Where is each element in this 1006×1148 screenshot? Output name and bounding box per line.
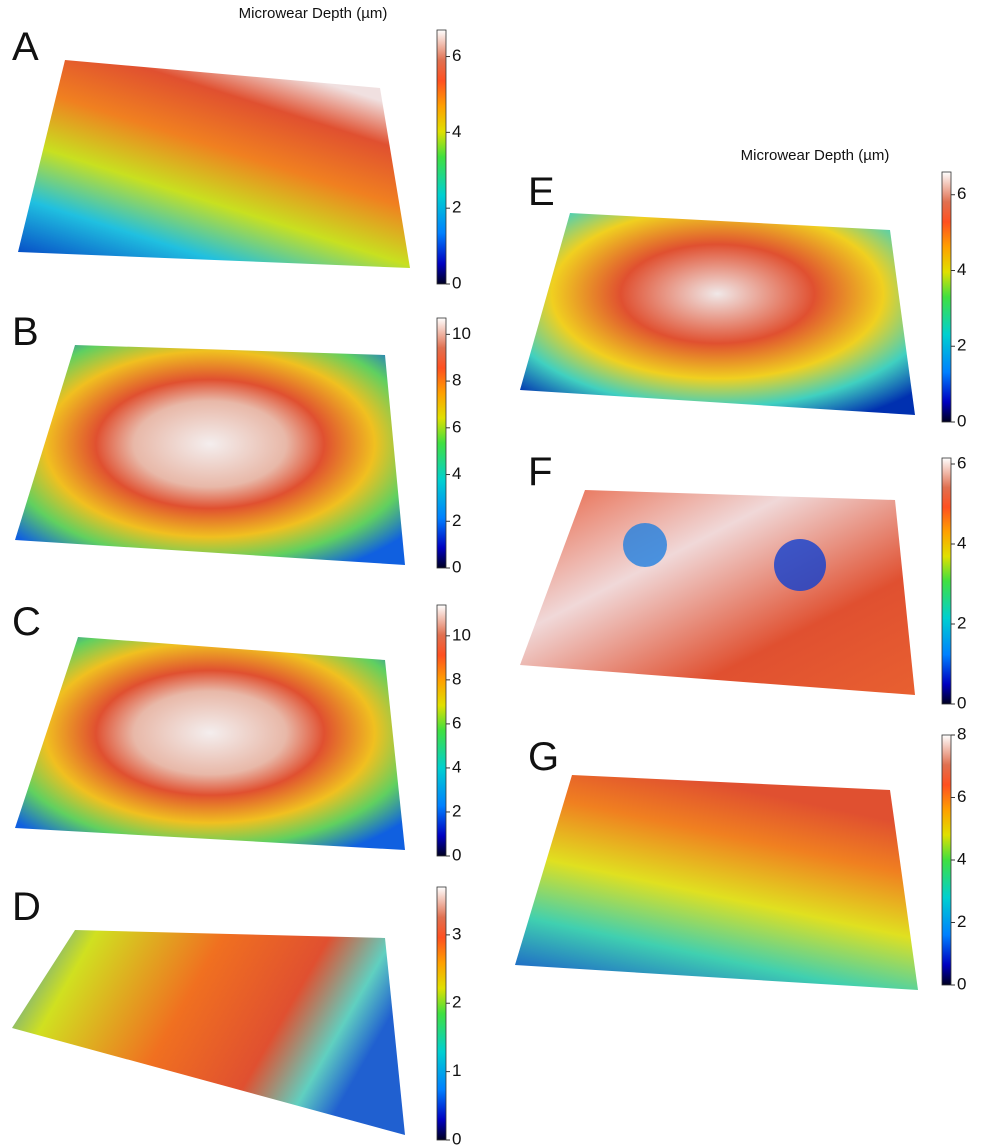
surface-e bbox=[520, 213, 915, 415]
colorbar-tick-label: 3 bbox=[452, 924, 461, 943]
surface-f-pit bbox=[623, 523, 667, 567]
panel-label: C bbox=[12, 600, 41, 644]
colorbar-tick-label: 2 bbox=[452, 511, 461, 530]
colorbar-tick-label: 8 bbox=[452, 669, 461, 688]
colorbar-tick-label: 0 bbox=[957, 693, 966, 712]
surface-f bbox=[520, 490, 915, 695]
panel-label: B bbox=[12, 310, 39, 354]
colorbar-tick-label: 2 bbox=[452, 993, 461, 1012]
colorbar-tick-label: 2 bbox=[957, 613, 966, 632]
surface-f-pit bbox=[774, 539, 826, 591]
colorbar-tick-label: 2 bbox=[957, 912, 966, 931]
colorbar-tick-label: 4 bbox=[957, 260, 966, 279]
colorbar bbox=[942, 172, 951, 422]
surface-a bbox=[18, 60, 410, 268]
colorbar-tick-label: 4 bbox=[452, 464, 461, 483]
colorbar-tick-label: 6 bbox=[452, 417, 461, 436]
colorbar-tick-label: 0 bbox=[957, 974, 966, 993]
colorbar-tick-label: 8 bbox=[957, 724, 966, 743]
colorbar-tick-label: 4 bbox=[452, 122, 461, 141]
colorbar-tick-label: 6 bbox=[957, 787, 966, 806]
colorbar-tick-label: 8 bbox=[452, 371, 461, 390]
colorbar-tick-label: 0 bbox=[452, 1129, 461, 1148]
figure: Microwear Depth (µm) Microwear Depth (µm… bbox=[0, 0, 1006, 1148]
colorbar-tick-label: 4 bbox=[957, 849, 966, 868]
surface-g bbox=[515, 775, 918, 990]
colorbar-tick-label: 6 bbox=[452, 46, 461, 65]
panel-label: A bbox=[12, 25, 39, 69]
panel-label: F bbox=[528, 450, 552, 494]
colorbar-title: Microwear Depth (µm) bbox=[239, 5, 388, 22]
colorbar-tick-label: 1 bbox=[452, 1061, 461, 1080]
surface-d bbox=[12, 930, 405, 1135]
colorbar-tick-label: 10 bbox=[452, 625, 471, 644]
colorbar-tick-label: 6 bbox=[452, 713, 461, 732]
colorbar-tick-label: 10 bbox=[452, 324, 471, 343]
colorbar-tick-label: 0 bbox=[957, 411, 966, 430]
colorbar bbox=[437, 887, 446, 1140]
panel-label: E bbox=[528, 170, 555, 214]
colorbar-tick-label: 2 bbox=[957, 336, 966, 355]
panel-label: D bbox=[12, 885, 41, 929]
colorbar-tick-label: 0 bbox=[452, 845, 461, 864]
colorbar-tick-label: 0 bbox=[452, 273, 461, 292]
colorbar bbox=[437, 318, 446, 568]
colorbar bbox=[437, 605, 446, 856]
colorbar-tick-label: 2 bbox=[452, 801, 461, 820]
colorbar-tick-label: 4 bbox=[452, 757, 461, 776]
colorbar-tick-label: 6 bbox=[957, 453, 966, 472]
colorbar-tick-label: 2 bbox=[452, 198, 461, 217]
surface-c bbox=[15, 637, 405, 850]
colorbar bbox=[942, 735, 951, 985]
panel-label: G bbox=[528, 735, 559, 779]
colorbar-tick-label: 4 bbox=[957, 533, 966, 552]
colorbar bbox=[942, 458, 951, 704]
colorbar-tick-label: 0 bbox=[452, 557, 461, 576]
colorbar-title: Microwear Depth (µm) bbox=[741, 147, 890, 164]
surface-b bbox=[15, 345, 405, 565]
colorbar bbox=[437, 30, 446, 284]
colorbar-tick-label: 6 bbox=[957, 184, 966, 203]
